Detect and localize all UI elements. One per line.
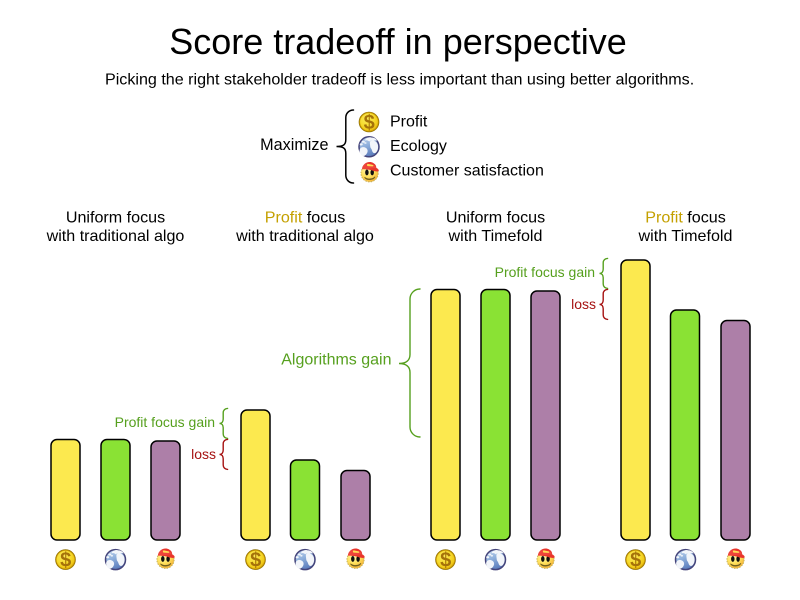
svg-text:Profit focus: Profit focus — [645, 209, 726, 227]
svg-text:Score tradeoff in perspective: Score tradeoff in perspective — [169, 21, 627, 62]
svg-text:Algorithms gain: Algorithms gain — [281, 352, 391, 369]
svg-text:loss: loss — [191, 446, 216, 462]
svg-text:with Timefold: with Timefold — [448, 227, 543, 245]
svg-text:Maximize: Maximize — [260, 136, 328, 154]
svg-text:Picking the right stakeholder: Picking the right stakeholder tradeoff i… — [105, 70, 694, 88]
svg-text:Uniform focus: Uniform focus — [446, 209, 545, 227]
svg-text:Profit focus: Profit focus — [265, 209, 346, 227]
svg-text:with traditional algo: with traditional algo — [46, 227, 185, 245]
svg-text:Profit focus gain: Profit focus gain — [115, 414, 215, 430]
svg-text:Customer satisfaction: Customer satisfaction — [390, 163, 544, 180]
svg-text:Profit focus gain: Profit focus gain — [495, 264, 595, 280]
svg-text:Ecology: Ecology — [390, 138, 447, 155]
svg-text:with Timefold: with Timefold — [638, 227, 733, 245]
svg-text:Profit: Profit — [390, 114, 428, 131]
svg-text:Uniform focus: Uniform focus — [66, 209, 165, 227]
svg-text:loss: loss — [571, 296, 596, 312]
svg-text:with traditional algo: with traditional algo — [235, 227, 374, 245]
